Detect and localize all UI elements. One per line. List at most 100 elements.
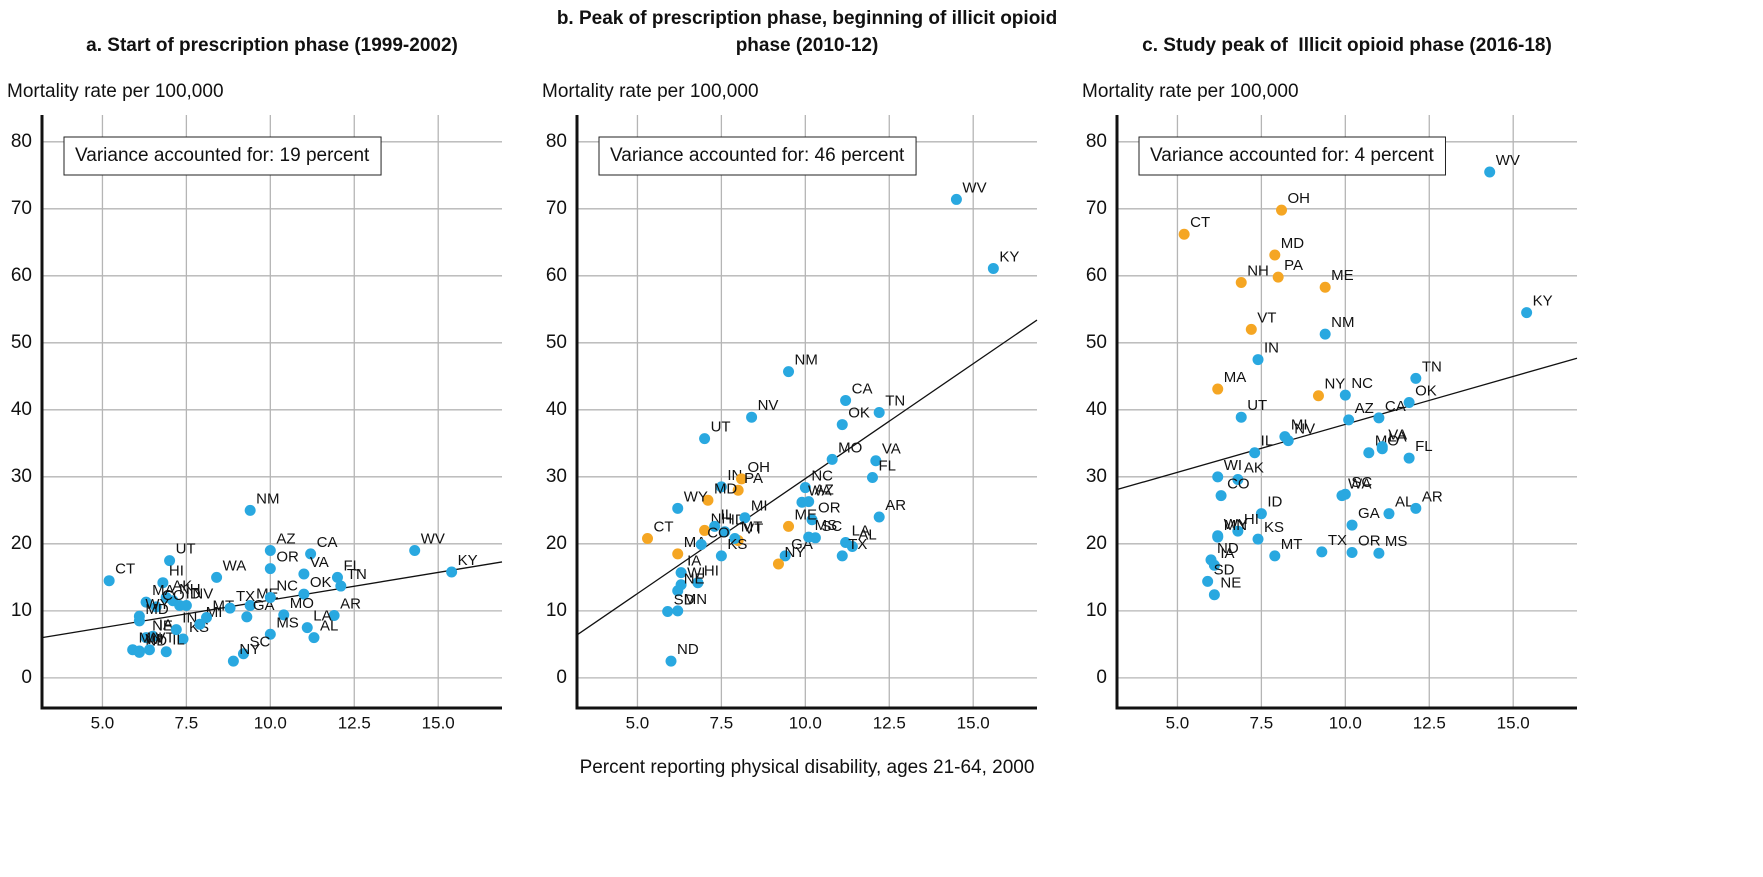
point	[1410, 502, 1422, 514]
y-tick-label: 30	[546, 466, 567, 487]
point	[1484, 166, 1496, 178]
point-label: FL	[878, 457, 896, 474]
point-label: TX	[1328, 532, 1347, 549]
x-tick-label: 5.0	[1166, 713, 1190, 732]
point	[160, 646, 172, 658]
point	[1255, 508, 1267, 520]
point-label: KS	[1264, 519, 1284, 536]
point	[1232, 525, 1244, 537]
point-label: TN	[347, 566, 367, 583]
point	[264, 628, 276, 640]
point	[692, 577, 704, 589]
x-tick-label: 7.5	[1250, 713, 1274, 732]
point	[164, 555, 176, 567]
point-label: CA	[1385, 398, 1406, 415]
point	[1410, 372, 1422, 384]
point-label: TN	[885, 392, 905, 409]
point-label: OH	[748, 459, 771, 476]
y-tick-label: 40	[11, 399, 32, 420]
point	[328, 610, 340, 622]
point-label: PA	[1284, 257, 1303, 274]
point-label: OR	[276, 549, 299, 566]
y-tick-label: 80	[11, 131, 32, 152]
point	[699, 524, 711, 536]
point-label: MD	[714, 480, 737, 497]
point-label: AZ	[276, 531, 295, 548]
point	[298, 568, 310, 580]
point-label: CA	[852, 380, 873, 397]
y-tick-label: 70	[11, 198, 32, 219]
y-axis-label: Mortality rate per 100,000	[1082, 81, 1299, 102]
point	[672, 605, 684, 617]
point-label: ID	[1267, 494, 1282, 511]
x-tick-label: 7.5	[710, 713, 734, 732]
point-label: NM	[1331, 314, 1354, 331]
point	[675, 567, 687, 579]
point-label: OK	[310, 574, 332, 591]
point-label: WA	[223, 557, 247, 574]
point	[1215, 490, 1227, 502]
point-label: OK	[848, 405, 870, 422]
point	[950, 193, 962, 205]
point	[826, 453, 838, 465]
annotation-box	[63, 136, 382, 176]
x-axis-label: Percent reporting physical disability, a…	[580, 757, 1035, 778]
point-label: PA	[744, 470, 763, 487]
point	[1336, 490, 1348, 502]
point-label: ID	[186, 585, 201, 602]
point	[1252, 354, 1264, 366]
point-label: KY	[1533, 293, 1553, 310]
x-tick-label: 15.0	[422, 713, 455, 732]
point-label: HI	[1244, 511, 1259, 528]
point-label: VT	[1257, 309, 1276, 326]
panel-title: b. Peak of prescription phase, beginning…	[556, 8, 1063, 56]
point	[1282, 435, 1294, 447]
point	[1373, 412, 1385, 424]
point	[783, 366, 795, 378]
point	[870, 455, 882, 467]
annotation-box	[598, 136, 917, 176]
y-tick-label: 40	[1086, 399, 1107, 420]
point-label: CA	[317, 534, 338, 551]
point-label: GA	[1358, 505, 1380, 522]
point	[1343, 414, 1355, 426]
point	[244, 599, 256, 611]
point	[264, 545, 276, 557]
point-label: IL	[721, 506, 734, 523]
point-label: NY	[784, 544, 805, 561]
y-tick-label: 70	[1086, 198, 1107, 219]
point	[1208, 589, 1220, 601]
point	[873, 511, 885, 523]
point	[665, 655, 677, 667]
point-label: VA	[882, 441, 901, 458]
point	[1276, 204, 1288, 216]
point-label: UT	[1247, 397, 1267, 414]
point-label: AZ	[815, 482, 834, 499]
point-label: AR	[885, 497, 906, 514]
y-tick-label: 30	[1086, 466, 1107, 487]
point	[719, 526, 731, 538]
point	[301, 622, 313, 634]
point-label: MT	[741, 518, 763, 535]
point	[799, 482, 811, 494]
point-label: NM	[256, 490, 279, 507]
point-label: AR	[340, 596, 361, 613]
point	[446, 566, 458, 578]
point-label: WA	[808, 482, 832, 499]
point	[873, 407, 885, 419]
point	[729, 532, 741, 544]
point-label: OR	[818, 500, 841, 517]
y-tick-label: 10	[546, 600, 567, 621]
point-label: TN	[1422, 358, 1442, 375]
point	[1363, 447, 1375, 459]
point	[305, 548, 317, 560]
point-label: IL	[1261, 433, 1274, 450]
point	[140, 596, 152, 608]
point-label: IA	[687, 553, 701, 570]
point-label: IN	[1264, 340, 1279, 357]
point	[1232, 474, 1244, 486]
point-label: LA	[852, 522, 870, 539]
point	[836, 419, 848, 431]
point-label: MI	[751, 498, 768, 515]
